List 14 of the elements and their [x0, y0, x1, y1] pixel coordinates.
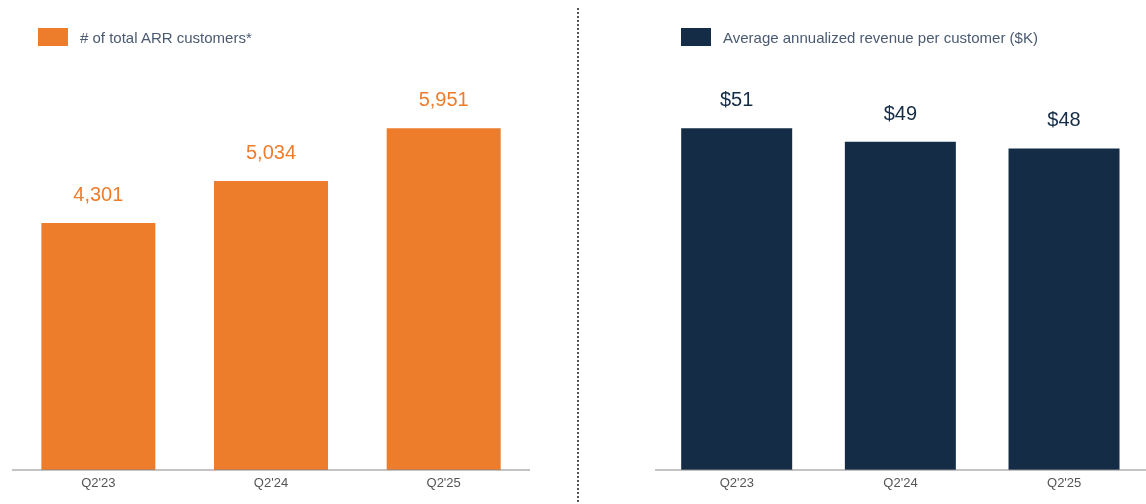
- data-label: $49: [883, 101, 918, 124]
- x-tick-label: Q2'23: [81, 475, 116, 491]
- data-label: 5,034: [245, 140, 297, 163]
- x-tick-label: Q2'25: [1047, 475, 1082, 491]
- legend-label: Average annualized revenue per customer ($K): [723, 28, 1038, 46]
- x-tick-label: Q2'24: [253, 475, 289, 491]
- data-label: 5,951: [418, 88, 469, 111]
- data-label: 4,301: [73, 183, 124, 206]
- x-tick-label: Q2'24: [883, 475, 918, 491]
- data-label: $48: [1047, 108, 1081, 131]
- x-tick-label: Q2'25: [426, 475, 461, 491]
- data-label: $51: [720, 88, 754, 111]
- x-tick-label: Q2'23: [719, 475, 754, 491]
- legend-label: # of total ARR customers*: [80, 28, 252, 46]
